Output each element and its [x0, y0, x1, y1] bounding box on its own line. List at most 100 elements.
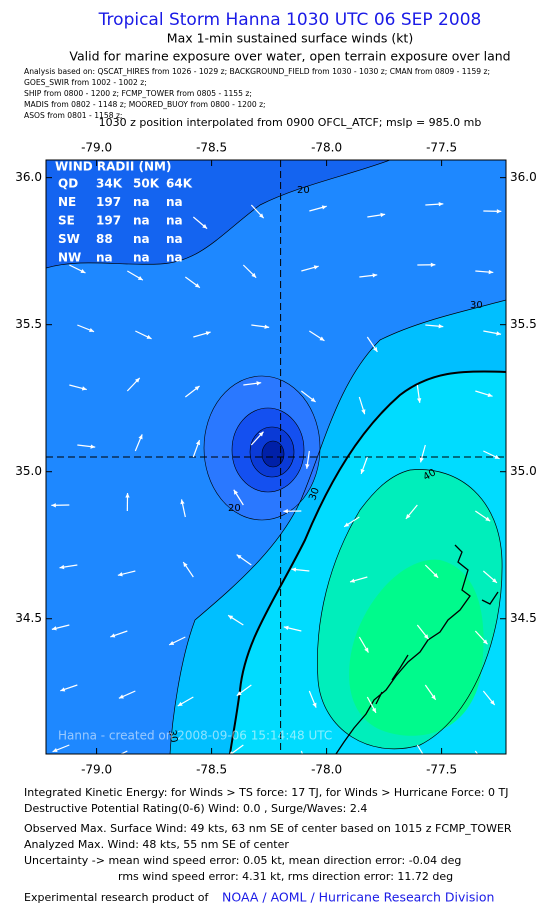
contour-label: 30	[307, 486, 322, 502]
wind-radii-cell: SE	[58, 214, 75, 228]
wind-radii-cell: NE	[58, 195, 76, 209]
wind-arrow-head	[117, 572, 123, 577]
wind-arrow-head	[118, 694, 124, 699]
footer-line: Uncertainty -> mean wind speed error: 0.…	[24, 854, 461, 867]
footer-line: Observed Max. Surface Wind: 49 kts, 63 n…	[24, 822, 512, 835]
contour-label: 20	[228, 503, 241, 514]
wind-radii-cell: na	[133, 195, 150, 209]
x-tick-label: -78.5	[196, 141, 227, 155]
y-tick-label: 35.0	[15, 464, 42, 478]
wind-radii-cell: 34K	[96, 177, 123, 191]
wind-radii-cell: na	[133, 232, 150, 246]
x-tick-label: -77.5	[426, 141, 457, 155]
wind-radii-cell: 50K	[133, 177, 160, 191]
wind-arrow-head	[373, 346, 378, 352]
wind-arrow	[170, 757, 185, 766]
x-tick-label: -78.0	[311, 141, 342, 155]
x-tick-label: -79.0	[81, 763, 112, 777]
wind-arrow-head	[135, 377, 140, 383]
wind-arrow-head	[183, 562, 188, 568]
wind-arrow	[119, 750, 128, 754]
y-tick-label: 34.5	[15, 611, 42, 625]
wind-arrow-head	[312, 702, 317, 708]
wind-arrow-head	[350, 578, 355, 583]
wind-radii-cell: na	[166, 251, 183, 265]
wind-arrow-head	[111, 755, 116, 759]
wind-radii-title: WIND RADII (NM)	[55, 160, 171, 174]
center-crosshair	[46, 160, 506, 754]
y-tick-label: 35.5	[15, 317, 42, 331]
wind-arrow-head	[360, 468, 365, 474]
wind-radii-cell: SW	[58, 232, 80, 246]
wind-arrow-head	[319, 336, 325, 341]
coastline	[335, 544, 499, 754]
contour-fill	[261, 440, 285, 468]
wind-arrow-head	[51, 503, 56, 508]
wind-arrow-head	[430, 262, 436, 267]
wind-arrow-head	[283, 625, 289, 631]
wind-arrow-head	[125, 493, 130, 498]
y-tick-label: 36.0	[15, 170, 42, 184]
wind-arrow-head	[51, 626, 57, 631]
footer-line: rms wind speed error: 4.31 kt, rms direc…	[118, 870, 453, 883]
wind-arrow-head	[169, 640, 175, 645]
title: Tropical Storm Hanna 1030 UTC 06 SEP 200…	[98, 10, 482, 30]
wind-arrow-head	[52, 747, 58, 753]
wind-arrow-head	[313, 265, 319, 270]
wind-arrow-head	[177, 701, 183, 706]
wind-arrow-head	[438, 324, 444, 329]
wind-arrow-head	[482, 639, 488, 645]
wind-radii-table: QD 34K 50K 64K NE 197 na na SE 197 na na SW 88 na na NW n…	[58, 177, 193, 265]
wind-arrow-head	[283, 509, 288, 514]
org-link[interactable]: NOAA / AOML / Hurricane Research Divisio…	[222, 890, 494, 905]
x-tick-label: -79.0	[81, 141, 112, 155]
x-tick-label: -78.0	[311, 763, 342, 777]
wind-arrow-head	[304, 763, 308, 768]
wind-arrow-head	[496, 331, 502, 336]
wind-arrows	[51, 201, 502, 773]
wind-arrow	[359, 757, 367, 773]
credit: Hanna - created on 2008-09-06 15:14:48 U…	[58, 729, 332, 743]
wind-arrow-head	[258, 431, 264, 437]
analysis-line: GOES_SWIR from 1002 - 1002 z;	[24, 78, 147, 87]
wind-arrow-head	[487, 392, 493, 398]
contour-label: 20	[297, 185, 310, 196]
wind-arrow-head	[233, 489, 238, 495]
wind-arrow-head	[380, 212, 386, 218]
y-tick-label: 35.5	[510, 317, 537, 331]
wind-arrow-head	[431, 694, 436, 700]
wind-arrow-head	[422, 755, 426, 760]
axes: -79.0 -79.0 -78.5 -78.5 -78.0 -78.0 -77.5 -77.5…	[15, 141, 536, 777]
analysis-line: MADIS from 0802 - 1148 z; MOORED_BUOY fr…	[24, 100, 266, 109]
wind-arrow-head	[310, 397, 316, 402]
product-note: Experimental research product of	[24, 891, 209, 904]
contour-label: 30	[166, 729, 179, 743]
wind-arrow-head	[291, 567, 297, 572]
wind-arrow-head	[264, 324, 270, 329]
analysis-line: SHIP from 0800 - 1200 z; FCMP_TOWER from…	[24, 89, 252, 98]
wind-radii-cell: na	[96, 251, 113, 265]
y-tick-label: 34.5	[510, 611, 537, 625]
wind-arrow-head	[344, 522, 350, 527]
wind-arrow-head	[371, 707, 376, 713]
wind-arrow-head	[228, 615, 234, 620]
footer-line: Destructive Potential Rating(0-6) Wind: …	[24, 802, 367, 815]
wind-radii-cell: 64K	[166, 177, 193, 191]
wind-arrow-head	[80, 269, 86, 273]
wind-radii-cell: na	[166, 232, 183, 246]
wind-radii-cell: na	[166, 214, 183, 228]
wind-arrow-head	[490, 700, 495, 705]
x-tick-label: -77.5	[426, 763, 457, 777]
footer-line: Integrated Kinetic Energy: for Winds > T…	[24, 786, 509, 799]
wind-arrow-head	[60, 687, 66, 692]
wind-arrow-head	[194, 385, 200, 391]
wind-arrow-head	[110, 633, 116, 638]
wind-radii-cell: 88	[96, 232, 113, 246]
wind-arrow-head	[202, 224, 208, 229]
wind-arrow	[416, 744, 424, 754]
wind-radii-cell: 197	[96, 195, 121, 209]
wind-arrow-head	[416, 398, 422, 403]
wind-arrow-head	[59, 564, 65, 570]
